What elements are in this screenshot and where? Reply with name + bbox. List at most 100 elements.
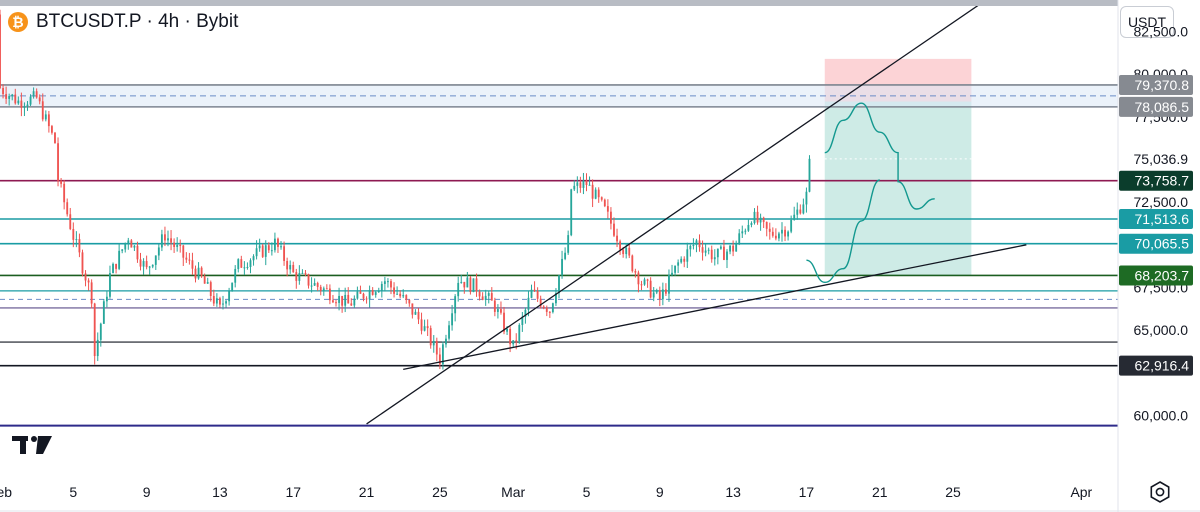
candle-body — [234, 268, 237, 283]
candle-body — [610, 211, 612, 224]
candle-body — [484, 295, 487, 300]
candle-body — [246, 266, 249, 268]
symbol-title[interactable]: BTCUSDT.P · 4h · Bybit — [36, 11, 239, 32]
candle-body — [600, 197, 603, 200]
candle-body — [451, 313, 454, 326]
trendline-0 — [366, 6, 979, 425]
candle-body — [524, 309, 527, 317]
price-label-text: 79,370.8 — [1135, 77, 1190, 93]
candle-body — [133, 245, 136, 248]
logo-stem — [20, 436, 26, 454]
candle-body — [435, 340, 438, 355]
candle-body — [778, 233, 780, 239]
x-tick-label: 9 — [656, 484, 664, 500]
candle-body — [707, 249, 710, 251]
candle-body — [75, 239, 78, 241]
candle-body — [551, 303, 554, 313]
candle-body — [307, 274, 310, 286]
candle-body — [29, 96, 32, 105]
candle-body — [781, 229, 783, 234]
candle-body — [701, 247, 704, 253]
price-label-text: 68,203.7 — [1135, 267, 1190, 283]
candle-body — [191, 260, 194, 269]
candle-body — [668, 274, 670, 294]
candle-body — [371, 290, 374, 295]
candle-body — [411, 303, 414, 315]
candle-body — [115, 263, 118, 269]
candle-body — [438, 354, 441, 365]
candle-body — [222, 303, 224, 305]
candle-body — [573, 185, 576, 190]
x-tick-label: 5 — [583, 484, 591, 500]
candle-body — [496, 309, 499, 312]
candle-body — [142, 261, 145, 267]
candle-body — [475, 278, 478, 292]
candle-body — [713, 257, 716, 260]
candle-body — [414, 311, 417, 315]
candle-body — [674, 265, 677, 273]
candle-body — [463, 281, 466, 288]
candle-body — [634, 271, 637, 273]
candle-body — [472, 278, 475, 293]
candle-body — [258, 245, 261, 249]
candle-body — [652, 292, 655, 298]
candle-body — [200, 267, 203, 277]
y-tick-label: 65,000.0 — [1134, 322, 1189, 338]
price-label-bg — [1119, 233, 1193, 254]
candle-body — [380, 283, 383, 291]
candle-body — [478, 291, 481, 297]
candle-body — [500, 309, 502, 313]
candle-body — [32, 91, 35, 97]
candle-body — [252, 256, 255, 261]
candle-body — [405, 295, 408, 300]
candle-body — [771, 231, 774, 236]
candle-body — [255, 248, 258, 257]
candle-body — [768, 228, 771, 232]
y-tick-label: 75,036.9 — [1134, 151, 1189, 167]
candle-body — [506, 328, 508, 332]
chart-header: ₿ BTCUSDT.P · 4h · Bybit — [8, 8, 238, 36]
candle-body — [209, 282, 212, 296]
candle-body — [344, 294, 347, 306]
price-label-79,370.8: 79,370.8 — [1119, 74, 1193, 95]
candle-body — [292, 264, 295, 273]
candle-body — [11, 94, 14, 97]
candle-body — [542, 306, 545, 308]
candle-body — [118, 250, 121, 269]
candle-body — [417, 311, 420, 320]
candle-body — [203, 276, 206, 284]
candle-body — [136, 245, 139, 260]
candle-body — [280, 246, 282, 248]
logo-dot — [31, 436, 37, 442]
candle-body — [429, 328, 432, 346]
candle-body — [240, 259, 243, 268]
candle-body — [151, 264, 154, 267]
x-tick-label: 21 — [359, 484, 375, 500]
price-label-62,916.4: 62,916.4 — [1119, 355, 1193, 376]
candle-body — [338, 295, 340, 303]
x-tick-label: 5 — [69, 484, 77, 500]
gear-icon[interactable] — [1147, 479, 1173, 505]
candle-body — [173, 242, 176, 247]
candle-body — [558, 275, 560, 294]
x-tick-label: 25 — [945, 484, 961, 500]
candle-body — [154, 255, 157, 265]
candle-body — [490, 293, 493, 301]
candle-body — [545, 307, 548, 312]
candle-body — [359, 291, 362, 294]
candle-body — [225, 301, 227, 304]
candle-body — [188, 259, 191, 261]
candle-body — [69, 214, 72, 229]
time-axis: Feb 5 9 13 17 21 25 Mar 5 9 13 17 21 25 Apr — [0, 484, 1093, 500]
candle-body — [426, 326, 429, 329]
candle-body — [237, 259, 240, 269]
candle-body — [277, 238, 279, 247]
candle-body — [66, 202, 69, 215]
candle-body — [194, 268, 197, 279]
candle-body — [365, 298, 368, 300]
price-label-text: 70,065.5 — [1135, 236, 1190, 252]
candle-body — [802, 204, 805, 214]
candle-body — [643, 279, 646, 285]
currency-button[interactable]: USDT — [1120, 6, 1174, 38]
